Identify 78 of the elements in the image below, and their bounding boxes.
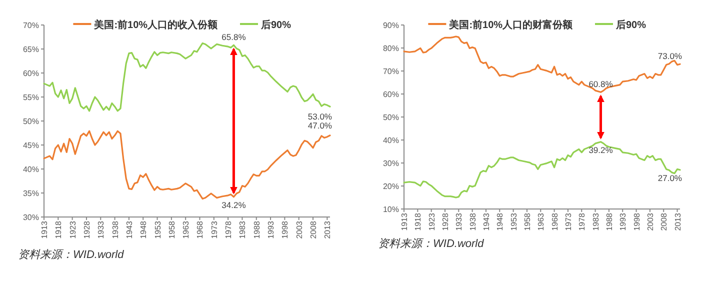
x-tick-label: 1923 (68, 220, 78, 239)
x-tick-label: 1963 (182, 220, 191, 239)
annotation: 27.0% (658, 172, 682, 183)
y-tick-label: 60% (382, 90, 399, 99)
legend-label: 后90% (615, 19, 646, 31)
text: 资料来源：WID.world (378, 237, 485, 250)
y-tick-label: 65% (22, 45, 39, 54)
legend-label: 后90% (260, 19, 292, 31)
x-tick-label: 1998 (280, 220, 290, 239)
x-tick-label: 2008 (660, 212, 669, 231)
line-series (403, 141, 681, 198)
x-tick-label: 1993 (618, 212, 628, 231)
x-tick-label: 1933 (454, 212, 464, 231)
legend-label: 美国:前10%人口的收入份额 (93, 19, 219, 31)
x-tick-label: 1963 (536, 212, 546, 231)
legend-label: 美国:前10%人口的财富份额 (448, 19, 574, 31)
y-tick-label: 20% (382, 182, 399, 191)
x-tick-label: 1943 (124, 220, 134, 239)
annotation: 73.0% (658, 51, 682, 62)
y-tick-label: 40% (382, 136, 399, 145)
x-tick-label: 1913 (40, 220, 49, 239)
y-tick-label: 50% (22, 117, 39, 126)
x-tick-label: 1998 (632, 212, 642, 231)
x-tick-label: 1978 (224, 220, 234, 239)
x-tick-label: 1973 (564, 212, 573, 231)
y-tick-label: 60% (22, 69, 39, 78)
x-tick-label: 2008 (309, 220, 318, 239)
x-tick-label: 1983 (238, 220, 248, 239)
x-tick-label: 1918 (414, 212, 423, 231)
x-tick-label: 1958 (522, 212, 532, 231)
x-tick-label: 1918 (54, 220, 64, 239)
y-tick-label: 30% (22, 213, 39, 222)
x-tick-label: 1953 (153, 220, 162, 239)
line-series (403, 36, 681, 93)
x-tick-label: 2013 (673, 212, 682, 231)
x-tick-label: 1973 (210, 220, 219, 239)
x-tick-label: 1923 (427, 212, 436, 231)
y-tick-label: 55% (22, 93, 39, 102)
annotation: 65.8% (222, 32, 246, 42)
x-tick-label: 1933 (96, 220, 106, 239)
x-tick-label: 1928 (440, 212, 450, 231)
y-tick-label: 10% (382, 205, 399, 214)
line-series (43, 42, 331, 112)
x-tick-label: 1968 (550, 212, 560, 231)
x-tick-label: 1928 (82, 220, 92, 239)
x-tick-label: 2003 (646, 212, 655, 231)
x-tick-label: 1958 (167, 220, 176, 239)
y-tick-label: 30% (382, 159, 399, 168)
x-tick-label: 1988 (252, 220, 262, 239)
annotation: 47.0% (308, 120, 332, 130)
y-tick-label: 80% (382, 44, 399, 53)
x-tick-label: 1978 (578, 212, 587, 231)
y-tick-label: 70% (382, 67, 399, 76)
y-tick-label: 40% (22, 165, 39, 174)
y-tick-label: 70% (22, 21, 39, 30)
annotation: 34.2% (222, 200, 246, 210)
x-tick-label: 1913 (400, 212, 409, 231)
x-tick-label: 2013 (323, 220, 332, 239)
annotation: 60.8% (588, 79, 614, 90)
x-tick-label: 2003 (294, 220, 304, 239)
y-tick-label: 45% (22, 141, 39, 150)
text: 资料来源：WID.world (18, 248, 125, 261)
x-tick-label: 1938 (110, 220, 120, 239)
y-tick-label: 90% (382, 21, 399, 30)
annotation: 53.0% (308, 112, 332, 122)
x-tick-label: 1953 (509, 212, 518, 231)
x-tick-label: 1983 (591, 212, 600, 231)
x-tick-label: 1993 (266, 220, 276, 239)
annotation: 39.2% (588, 144, 614, 155)
line-series (43, 130, 331, 200)
x-tick-label: 1938 (468, 212, 478, 231)
y-tick-label: 50% (382, 113, 399, 122)
x-tick-label: 1968 (196, 220, 205, 239)
x-tick-label: 1948 (139, 220, 148, 239)
x-tick-label: 1943 (482, 212, 491, 231)
x-tick-label: 1948 (496, 212, 505, 231)
x-tick-label: 1988 (604, 212, 614, 231)
y-tick-label: 35% (22, 189, 39, 198)
